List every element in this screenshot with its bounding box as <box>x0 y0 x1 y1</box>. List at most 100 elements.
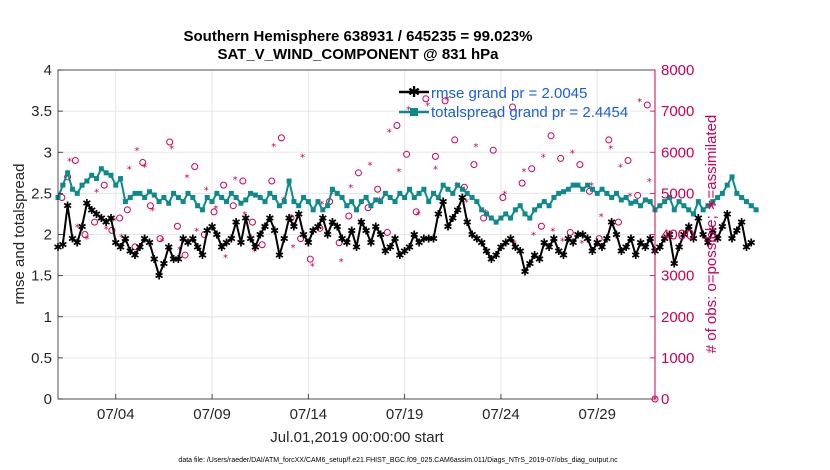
point-rmse: ✱ <box>742 241 751 254</box>
point-totalspread <box>739 194 745 200</box>
point-totalspread <box>137 190 143 196</box>
point-rmse: ✱ <box>617 245 626 258</box>
legend-marker-rmse: ✱ <box>408 83 421 101</box>
point-rmse: ✱ <box>419 233 428 246</box>
point-rmse: ✱ <box>371 220 380 233</box>
obs-possible-marker <box>335 239 343 247</box>
point-rmse: ✱ <box>164 241 173 254</box>
point-rmse: ✱ <box>207 220 216 233</box>
y-tick-label-left: 3 <box>44 144 52 161</box>
point-totalspread <box>517 203 523 209</box>
point-totalspread <box>132 190 138 196</box>
point-totalspread <box>209 199 215 205</box>
obs-assimilated-marker: * <box>194 226 199 237</box>
point-totalspread <box>296 203 302 209</box>
obs-possible-marker <box>566 228 574 236</box>
obs-possible-marker <box>191 163 199 171</box>
obs-possible-marker <box>383 228 391 236</box>
point-totalspread <box>508 215 514 221</box>
point-totalspread <box>575 182 581 188</box>
point-rmse: ✱ <box>583 233 592 246</box>
point-totalspread <box>488 215 494 221</box>
point-rmse: ✱ <box>222 237 231 250</box>
point-totalspread <box>676 199 682 205</box>
point-totalspread <box>565 186 571 192</box>
point-totalspread <box>541 199 547 205</box>
point-rmse: ✱ <box>487 253 496 266</box>
point-rmse: ✱ <box>439 196 448 209</box>
point-totalspread <box>719 190 725 196</box>
point-totalspread <box>248 190 254 196</box>
obs-possible-marker <box>173 222 181 230</box>
point-totalspread <box>724 182 730 188</box>
point-rmse: ✱ <box>612 229 621 242</box>
point-rmse: ✱ <box>597 241 606 254</box>
obs-assimilated-marker: * <box>271 142 276 153</box>
obs-possible-marker <box>123 206 131 214</box>
obs-possible-marker <box>249 218 257 226</box>
obs-assimilated-marker: * <box>310 261 315 272</box>
obs-assimilated-marker: * <box>531 231 536 242</box>
obs-possible-marker <box>354 169 362 177</box>
obs-possible-marker <box>258 241 266 249</box>
point-totalspread <box>536 203 542 209</box>
point-totalspread <box>411 194 417 200</box>
point-totalspread <box>633 199 639 205</box>
obs-possible-marker <box>100 181 108 189</box>
point-rmse: ✱ <box>501 237 510 250</box>
obs-possible-marker <box>634 191 642 199</box>
point-totalspread <box>561 189 567 195</box>
point-rmse: ✱ <box>318 212 327 225</box>
point-rmse: ✱ <box>390 233 399 246</box>
point-rmse: ✱ <box>506 233 515 246</box>
point-totalspread <box>199 207 205 213</box>
point-rmse: ✱ <box>126 245 135 258</box>
point-rmse: ✱ <box>179 233 188 246</box>
obs-assimilated-marker: * <box>142 163 147 174</box>
y-tick-label-left: 0 <box>44 391 52 408</box>
point-totalspread <box>127 194 133 200</box>
obs-possible-marker <box>166 138 174 146</box>
point-rmse: ✱ <box>674 241 683 254</box>
point-totalspread <box>532 207 538 213</box>
x-tick-label: 07/14 <box>290 406 328 423</box>
point-totalspread <box>291 199 297 205</box>
obs-possible-marker <box>156 235 164 243</box>
obs-assimilated-marker: * <box>579 239 584 250</box>
y-tick-label-left: 4 <box>44 62 52 79</box>
obs-assimilated-marker: * <box>290 243 295 254</box>
point-rmse: ✱ <box>130 249 139 262</box>
point-totalspread <box>589 186 595 192</box>
point-totalspread <box>156 199 162 205</box>
point-rmse: ✱ <box>699 229 708 242</box>
obs-assimilated-marker: * <box>416 210 421 221</box>
point-rmse: ✱ <box>414 237 423 250</box>
point-totalspread <box>94 176 100 182</box>
point-totalspread <box>445 186 451 192</box>
point-rmse: ✱ <box>737 216 746 229</box>
obs-assimilated-marker: * <box>618 163 623 174</box>
point-totalspread <box>190 194 196 200</box>
point-totalspread <box>151 192 157 198</box>
obs-possible-marker <box>393 122 401 130</box>
point-rmse: ✱ <box>73 237 82 250</box>
obs-possible-marker <box>306 255 314 263</box>
point-totalspread <box>286 178 292 184</box>
point-totalspread <box>599 186 605 192</box>
obs-possible-marker <box>139 159 147 167</box>
obs-possible-marker <box>220 181 228 189</box>
point-rmse: ✱ <box>727 233 736 246</box>
point-rmse: ✱ <box>198 249 207 262</box>
point-rmse: ✱ <box>193 241 202 254</box>
obs-assimilated-marker: * <box>159 237 164 248</box>
point-totalspread <box>609 194 615 200</box>
point-rmse: ✱ <box>159 257 168 270</box>
point-totalspread <box>594 190 600 196</box>
point-totalspread <box>252 192 258 198</box>
point-rmse: ✱ <box>280 233 289 246</box>
point-totalspread <box>416 190 422 196</box>
series-line-rmse <box>57 193 752 279</box>
point-totalspread <box>69 186 75 192</box>
point-rmse: ✱ <box>251 241 260 254</box>
